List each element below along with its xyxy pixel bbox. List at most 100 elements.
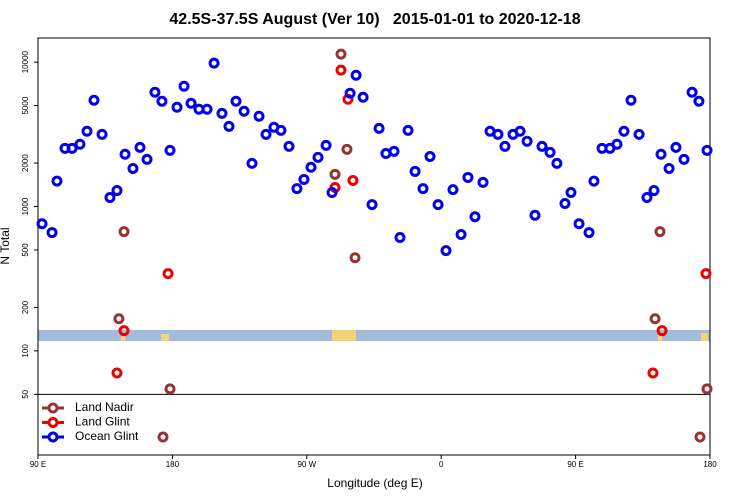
point <box>238 105 250 117</box>
point <box>171 101 183 113</box>
point <box>118 325 130 337</box>
point <box>36 218 48 230</box>
point <box>394 232 406 244</box>
point <box>432 199 444 211</box>
point <box>88 94 100 106</box>
point <box>326 187 338 199</box>
point <box>305 161 317 173</box>
x-tick-label: 90 E <box>567 460 583 469</box>
x-tick-label: 0 <box>439 460 444 469</box>
point <box>119 148 131 160</box>
point <box>366 199 378 211</box>
point <box>670 141 682 153</box>
point <box>521 135 533 147</box>
point <box>492 128 504 140</box>
x-tick-label: 90 E <box>30 460 46 469</box>
point <box>320 139 332 151</box>
point <box>455 228 467 240</box>
point <box>253 110 265 122</box>
point <box>700 268 712 280</box>
point <box>283 140 295 152</box>
point <box>329 168 341 180</box>
point <box>260 128 272 140</box>
point <box>536 140 548 152</box>
point <box>424 151 436 163</box>
point <box>625 94 637 106</box>
point <box>693 95 705 107</box>
point <box>655 148 667 160</box>
point <box>462 171 474 183</box>
point <box>647 367 659 379</box>
point <box>654 226 666 238</box>
legend-label: Ocean Glint <box>75 429 139 443</box>
y-tick-label: 5000 <box>21 96 30 114</box>
point <box>230 95 242 107</box>
point <box>701 383 713 395</box>
point <box>663 162 675 174</box>
point <box>275 124 287 136</box>
point <box>127 162 139 174</box>
point <box>648 185 660 197</box>
point <box>111 367 123 379</box>
y-tick-label: 200 <box>21 300 30 314</box>
point <box>656 325 668 337</box>
point <box>350 69 362 81</box>
point <box>357 91 369 103</box>
x-tick-label: 90 W <box>297 460 316 469</box>
point <box>178 80 190 92</box>
legend-label: Land Nadir <box>75 400 134 414</box>
surface-strip <box>38 330 710 341</box>
point <box>583 227 595 239</box>
point <box>409 165 421 177</box>
point <box>694 431 706 443</box>
point <box>134 141 146 153</box>
point <box>417 183 429 195</box>
point <box>162 268 174 280</box>
y-tick-label: 100 <box>21 344 30 358</box>
point <box>544 146 556 158</box>
point <box>223 120 235 132</box>
point <box>96 128 108 140</box>
point <box>164 144 176 156</box>
point <box>74 138 86 150</box>
legend-marker <box>47 431 59 443</box>
point <box>349 252 361 264</box>
legend-marker <box>47 417 59 428</box>
y-tick-label: 2000 <box>21 154 30 172</box>
chart-title: 42.5S-37.5S August (Ver 10) 2015-01-01 t… <box>169 11 580 28</box>
legend-label: Land Glint <box>75 415 130 429</box>
point <box>514 125 526 137</box>
y-tick-label: 10000 <box>21 50 30 73</box>
point <box>118 226 130 238</box>
point <box>344 87 356 99</box>
point <box>611 138 623 150</box>
point <box>66 142 78 154</box>
point <box>298 173 310 185</box>
point <box>686 86 698 98</box>
point <box>447 184 459 196</box>
legend-marker <box>47 402 59 414</box>
point <box>551 157 563 169</box>
point <box>641 191 653 203</box>
point <box>701 144 713 156</box>
point <box>469 211 481 223</box>
point <box>649 313 661 325</box>
point <box>164 383 176 395</box>
point <box>104 191 116 203</box>
y-tick-label: 50 <box>21 389 30 398</box>
point <box>440 245 452 257</box>
point <box>335 48 347 60</box>
x-tick-label: 180 <box>703 460 717 469</box>
y-tick-label: 500 <box>21 243 30 257</box>
point <box>312 151 324 163</box>
point <box>141 153 153 165</box>
point <box>633 128 645 140</box>
point <box>499 140 511 152</box>
point <box>216 107 228 119</box>
point <box>402 124 414 136</box>
point <box>341 143 353 155</box>
point <box>149 86 161 98</box>
point <box>573 218 585 230</box>
point <box>51 175 63 187</box>
